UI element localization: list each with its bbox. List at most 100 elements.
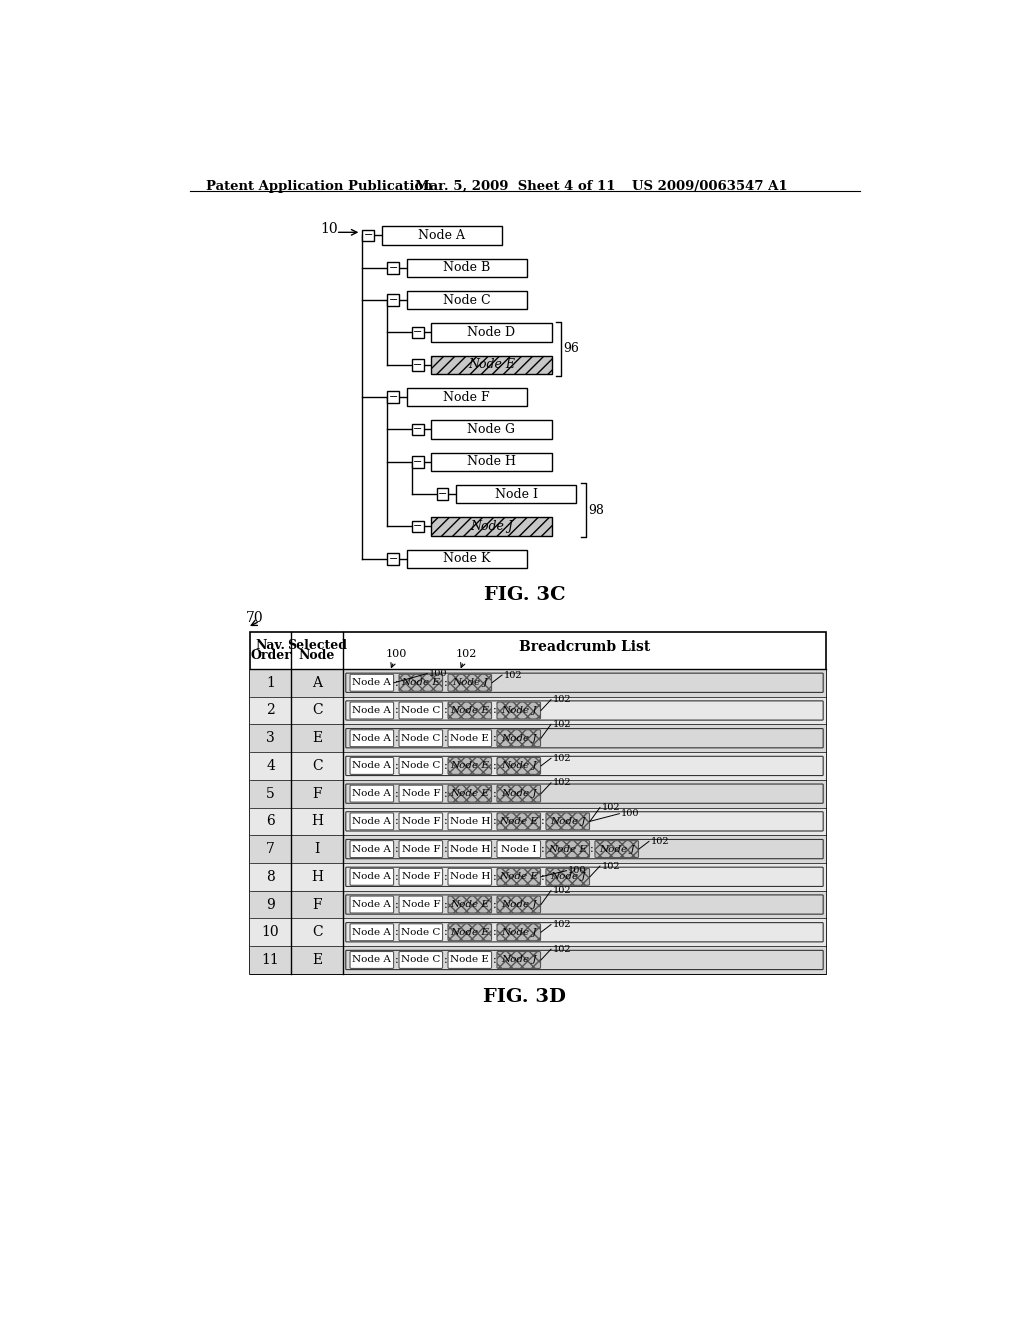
Bar [251, 752, 825, 780]
Text: :: : [394, 954, 398, 965]
FancyBboxPatch shape [399, 869, 442, 886]
Text: I: I [314, 842, 319, 857]
FancyBboxPatch shape [399, 896, 442, 913]
FancyBboxPatch shape [399, 730, 442, 747]
Text: 102: 102 [553, 920, 571, 929]
Text: Order: Order [250, 649, 291, 663]
Text: Node C: Node C [401, 956, 440, 965]
Bar [431, 420, 552, 438]
Text: Node F: Node F [401, 873, 440, 882]
Text: Node I: Node I [501, 845, 537, 854]
Text: Node E: Node E [451, 928, 489, 937]
FancyBboxPatch shape [350, 924, 393, 941]
FancyBboxPatch shape [497, 952, 541, 969]
Text: −: − [413, 327, 423, 338]
Bar [387, 553, 399, 565]
FancyBboxPatch shape [350, 813, 393, 830]
Text: Mar. 5, 2009  Sheet 4 of 11: Mar. 5, 2009 Sheet 4 of 11 [415, 180, 615, 193]
Text: Node F: Node F [401, 789, 440, 799]
Text: −: − [413, 521, 423, 532]
Text: H: H [311, 870, 324, 884]
Text: Node J: Node J [501, 900, 537, 909]
FancyBboxPatch shape [346, 729, 823, 748]
Bar [412, 455, 424, 467]
Text: :: : [493, 788, 497, 799]
FancyBboxPatch shape [346, 701, 823, 721]
Text: Node E: Node E [548, 845, 587, 854]
Text: :: : [394, 871, 398, 882]
Text: 102: 102 [601, 803, 621, 812]
FancyBboxPatch shape [447, 841, 492, 858]
Text: Node B: Node B [443, 261, 490, 275]
Text: −: − [413, 457, 423, 467]
Text: :: : [591, 843, 594, 854]
Text: Node K: Node K [443, 552, 490, 565]
Text: −: − [388, 392, 397, 403]
Text: :: : [443, 954, 447, 965]
FancyBboxPatch shape [447, 924, 492, 941]
Text: Node J: Node J [452, 678, 487, 688]
Text: Node E: Node E [451, 900, 489, 909]
Text: Node J: Node J [501, 706, 537, 715]
FancyBboxPatch shape [399, 813, 442, 830]
FancyBboxPatch shape [497, 896, 541, 913]
Text: 70: 70 [246, 611, 263, 626]
FancyBboxPatch shape [497, 841, 541, 858]
Bar [251, 808, 825, 836]
Text: Node E: Node E [451, 762, 489, 771]
Text: :: : [394, 899, 398, 909]
Text: :: : [542, 843, 545, 854]
FancyBboxPatch shape [350, 841, 393, 858]
Text: Node F: Node F [401, 845, 440, 854]
Text: Node J: Node J [501, 762, 537, 771]
Bar [431, 355, 552, 374]
Bar [251, 780, 825, 808]
Text: US 2009/0063547 A1: US 2009/0063547 A1 [632, 180, 787, 193]
FancyBboxPatch shape [447, 896, 492, 913]
FancyBboxPatch shape [346, 923, 823, 942]
Text: −: − [388, 263, 397, 273]
Text: 100: 100 [621, 809, 639, 818]
Text: Node F: Node F [443, 391, 490, 404]
FancyBboxPatch shape [497, 758, 541, 775]
Text: 100: 100 [568, 866, 587, 875]
FancyBboxPatch shape [346, 812, 823, 832]
Text: :: : [443, 843, 447, 854]
FancyBboxPatch shape [447, 758, 492, 775]
Text: 10: 10 [321, 222, 338, 236]
Text: :: : [493, 871, 497, 882]
Text: Node J: Node J [550, 873, 586, 882]
Text: Node E: Node E [451, 956, 489, 965]
FancyBboxPatch shape [497, 730, 541, 747]
Text: 102: 102 [553, 779, 571, 787]
Text: :: : [493, 816, 497, 826]
Text: :: : [443, 871, 447, 882]
Text: Node E: Node E [451, 706, 489, 715]
Text: Node E: Node E [401, 678, 440, 688]
Bar [431, 517, 552, 536]
Bar [251, 946, 825, 974]
FancyBboxPatch shape [447, 952, 492, 969]
Bar [251, 669, 825, 697]
Text: Node D: Node D [467, 326, 515, 339]
FancyBboxPatch shape [447, 813, 492, 830]
FancyBboxPatch shape [346, 673, 823, 693]
Text: FIG. 3D: FIG. 3D [483, 987, 566, 1006]
FancyBboxPatch shape [346, 784, 823, 804]
Text: :: : [443, 927, 447, 937]
Text: 6: 6 [266, 814, 275, 829]
Text: 102: 102 [504, 671, 522, 680]
Text: Node A: Node A [352, 706, 391, 715]
Text: :: : [394, 760, 398, 771]
Text: Node A: Node A [352, 845, 391, 854]
FancyBboxPatch shape [399, 785, 442, 803]
Bar [412, 520, 424, 532]
Text: 4: 4 [266, 759, 275, 774]
Text: Node H: Node H [450, 817, 489, 826]
Text: F: F [312, 787, 322, 801]
Text: Node A: Node A [352, 678, 391, 688]
Text: :: : [443, 899, 447, 909]
Text: 100: 100 [386, 648, 408, 668]
FancyBboxPatch shape [350, 785, 393, 803]
Text: :: : [394, 677, 398, 688]
